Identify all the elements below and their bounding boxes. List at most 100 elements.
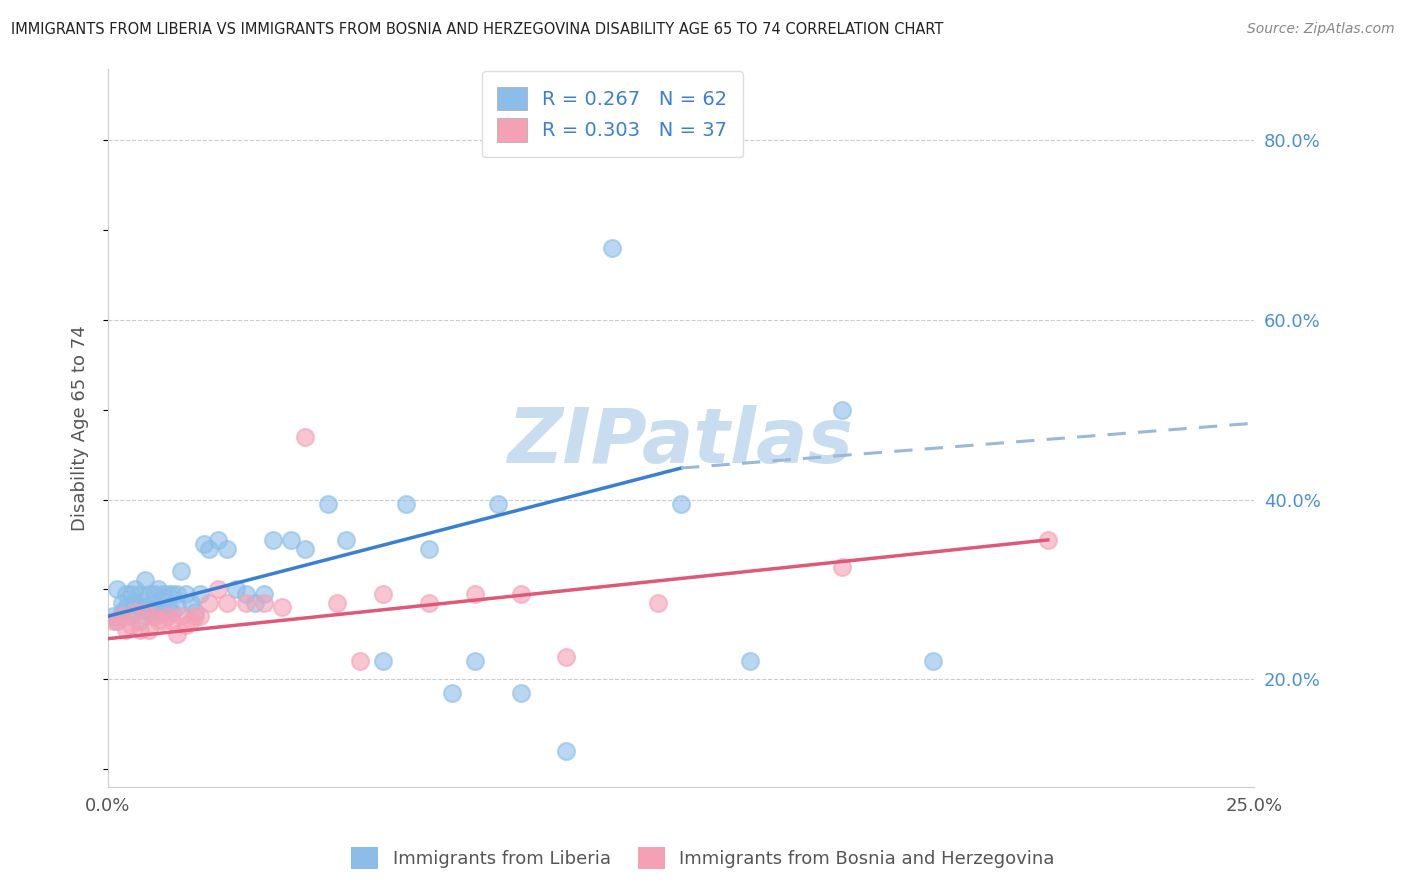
- Point: [152, 605, 174, 619]
- Point: [1036, 533, 1059, 547]
- Point: [101, 609, 124, 624]
- Point: [600, 241, 623, 255]
- Point: [243, 596, 266, 610]
- Point: [316, 497, 339, 511]
- Point: [371, 654, 394, 668]
- Point: [105, 614, 128, 628]
- Point: [198, 596, 221, 610]
- Point: [166, 587, 188, 601]
- Point: [142, 596, 165, 610]
- Point: [464, 654, 486, 668]
- Point: [335, 533, 357, 547]
- Point: [148, 582, 170, 597]
- Point: [160, 605, 183, 619]
- Legend: Immigrants from Liberia, Immigrants from Bosnia and Herzegovina: Immigrants from Liberia, Immigrants from…: [342, 838, 1064, 879]
- Point: [124, 582, 146, 597]
- Point: [207, 533, 229, 547]
- Point: [647, 596, 669, 610]
- Point: [156, 600, 179, 615]
- Point: [124, 596, 146, 610]
- Text: IMMIGRANTS FROM LIBERIA VS IMMIGRANTS FROM BOSNIA AND HERZEGOVINA DISABILITY AGE: IMMIGRANTS FROM LIBERIA VS IMMIGRANTS FR…: [11, 22, 943, 37]
- Point: [142, 609, 165, 624]
- Point: [111, 596, 134, 610]
- Point: [509, 587, 531, 601]
- Point: [152, 587, 174, 601]
- Point: [156, 609, 179, 624]
- Point: [371, 587, 394, 601]
- Point: [198, 541, 221, 556]
- Point: [115, 587, 138, 601]
- Point: [142, 587, 165, 601]
- Point: [294, 541, 316, 556]
- Point: [738, 654, 761, 668]
- Point: [148, 614, 170, 628]
- Point: [138, 587, 160, 601]
- Point: [262, 533, 284, 547]
- Point: [225, 582, 247, 597]
- Point: [184, 605, 207, 619]
- Point: [271, 600, 294, 615]
- Point: [115, 600, 138, 615]
- Text: ZIPatlas: ZIPatlas: [508, 405, 853, 479]
- Point: [184, 609, 207, 624]
- Point: [138, 623, 160, 637]
- Point: [166, 600, 188, 615]
- Point: [124, 605, 146, 619]
- Point: [170, 609, 193, 624]
- Point: [174, 618, 197, 632]
- Point: [555, 649, 578, 664]
- Point: [170, 565, 193, 579]
- Point: [148, 600, 170, 615]
- Point: [207, 582, 229, 597]
- Point: [115, 623, 138, 637]
- Point: [134, 605, 156, 619]
- Point: [509, 685, 531, 699]
- Point: [134, 574, 156, 588]
- Point: [217, 596, 239, 610]
- Point: [349, 654, 371, 668]
- Point: [129, 600, 152, 615]
- Point: [134, 600, 156, 615]
- Point: [160, 587, 183, 601]
- Point: [235, 596, 257, 610]
- Point: [152, 614, 174, 628]
- Point: [440, 685, 463, 699]
- Point: [160, 614, 183, 628]
- Point: [129, 587, 152, 601]
- Point: [555, 744, 578, 758]
- Point: [235, 587, 257, 601]
- Point: [101, 614, 124, 628]
- Point: [129, 623, 152, 637]
- Point: [253, 596, 276, 610]
- Point: [166, 627, 188, 641]
- Point: [120, 609, 142, 624]
- Point: [111, 609, 134, 624]
- Point: [418, 541, 440, 556]
- Point: [179, 596, 201, 610]
- Point: [188, 587, 211, 601]
- Point: [326, 596, 349, 610]
- Point: [120, 587, 142, 601]
- Point: [418, 596, 440, 610]
- Point: [395, 497, 418, 511]
- Point: [253, 587, 276, 601]
- Point: [193, 537, 215, 551]
- Text: Source: ZipAtlas.com: Source: ZipAtlas.com: [1247, 22, 1395, 37]
- Point: [217, 541, 239, 556]
- Point: [105, 614, 128, 628]
- Point: [922, 654, 945, 668]
- Point: [138, 605, 160, 619]
- Point: [280, 533, 302, 547]
- Point: [179, 614, 201, 628]
- Point: [831, 402, 853, 417]
- Point: [294, 430, 316, 444]
- Point: [129, 614, 152, 628]
- Point: [156, 587, 179, 601]
- Point: [142, 609, 165, 624]
- Legend: R = 0.267   N = 62, R = 0.303   N = 37: R = 0.267 N = 62, R = 0.303 N = 37: [482, 71, 742, 157]
- Point: [105, 582, 128, 597]
- Point: [174, 587, 197, 601]
- Point: [120, 618, 142, 632]
- Point: [669, 497, 692, 511]
- Point: [486, 497, 509, 511]
